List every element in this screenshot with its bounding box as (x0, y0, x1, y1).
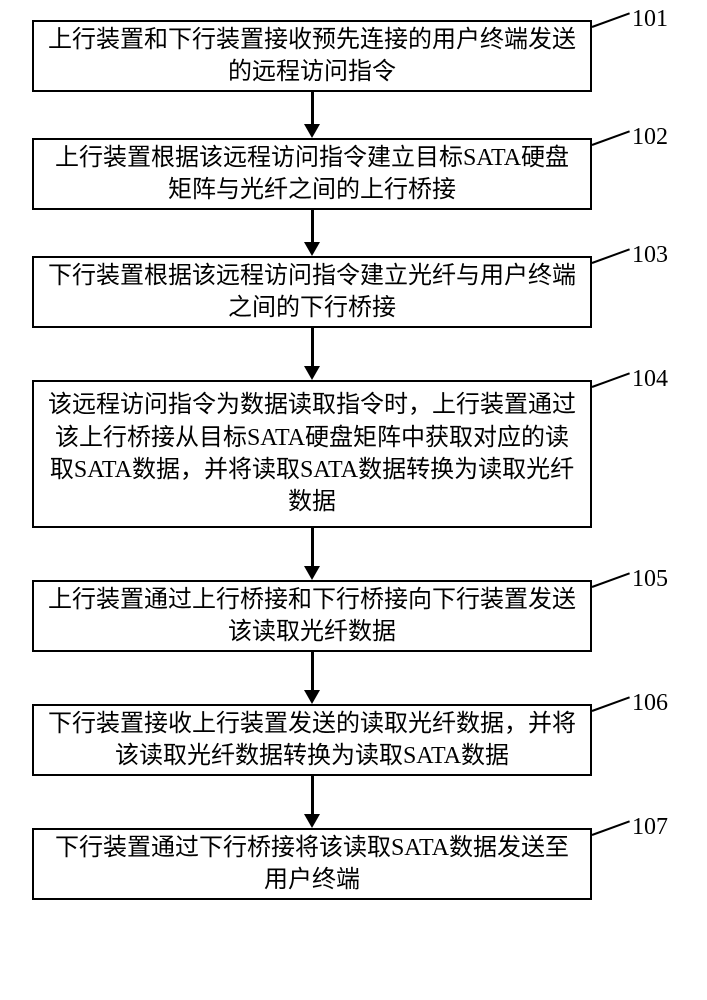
flow-arrow-line (311, 92, 314, 124)
flow-node-label: 105 (632, 566, 668, 593)
flow-arrow-line (311, 210, 314, 242)
flow-arrow-line (311, 652, 314, 690)
flow-node-text: 上行装置通过上行桥接和下行桥接向下行装置发送该读取光纤数据 (44, 584, 580, 649)
flow-arrow-head (304, 366, 320, 380)
label-tick (592, 372, 630, 388)
flow-node-label: 104 (632, 366, 668, 393)
label-tick (592, 130, 630, 146)
flow-arrow-head (304, 566, 320, 580)
label-tick (592, 572, 630, 588)
flow-arrow-head (304, 814, 320, 828)
flow-node-107: 下行装置通过下行桥接将该读取SATA数据发送至用户终端 (32, 828, 592, 900)
label-tick (592, 12, 630, 28)
flow-arrow-head (304, 690, 320, 704)
label-tick (592, 248, 630, 264)
flow-node-text: 下行装置接收上行装置发送的读取光纤数据，并将该读取光纤数据转换为读取SATA数据 (44, 708, 580, 773)
flow-node-text: 该远程访问指令为数据读取指令时，上行装置通过该上行桥接从目标SATA硬盘矩阵中获… (44, 389, 580, 519)
flow-arrow-head (304, 124, 320, 138)
flow-node-104: 该远程访问指令为数据读取指令时，上行装置通过该上行桥接从目标SATA硬盘矩阵中获… (32, 380, 592, 528)
flow-node-label: 101 (632, 6, 668, 33)
flow-arrow-line (311, 776, 314, 814)
flowchart-canvas: 上行装置和下行装置接收预先连接的用户终端发送的远程访问指令 101 上行装置根据该远… (0, 0, 707, 1000)
flow-node-label: 103 (632, 242, 668, 269)
flow-node-101: 上行装置和下行装置接收预先连接的用户终端发送的远程访问指令 (32, 20, 592, 92)
flow-arrow-head (304, 242, 320, 256)
flow-node-text: 下行装置通过下行桥接将该读取SATA数据发送至用户终端 (44, 832, 580, 897)
flow-arrow-line (311, 528, 314, 566)
flow-node-text: 上行装置和下行装置接收预先连接的用户终端发送的远程访问指令 (44, 24, 580, 89)
flow-node-106: 下行装置接收上行装置发送的读取光纤数据，并将该读取光纤数据转换为读取SATA数据 (32, 704, 592, 776)
flow-node-label: 102 (632, 124, 668, 151)
flow-node-label: 106 (632, 690, 668, 717)
label-tick (592, 820, 630, 836)
flow-node-105: 上行装置通过上行桥接和下行桥接向下行装置发送该读取光纤数据 (32, 580, 592, 652)
label-tick (592, 696, 630, 712)
flow-node-text: 下行装置根据该远程访问指令建立光纤与用户终端之间的下行桥接 (44, 260, 580, 325)
flow-node-text: 上行装置根据该远程访问指令建立目标SATA硬盘矩阵与光纤之间的上行桥接 (44, 142, 580, 207)
flow-arrow-line (311, 328, 314, 366)
flow-node-label: 107 (632, 814, 668, 841)
flow-node-102: 上行装置根据该远程访问指令建立目标SATA硬盘矩阵与光纤之间的上行桥接 (32, 138, 592, 210)
flow-node-103: 下行装置根据该远程访问指令建立光纤与用户终端之间的下行桥接 (32, 256, 592, 328)
